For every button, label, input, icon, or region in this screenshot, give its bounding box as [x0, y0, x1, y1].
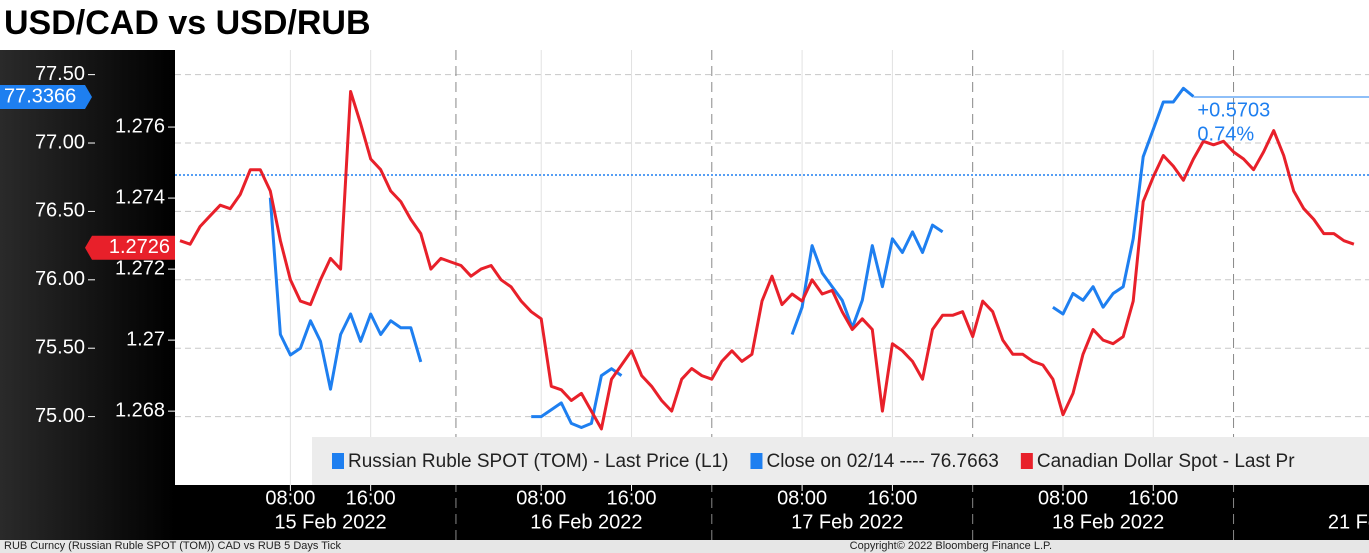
y2-tick-label: 1.27: [126, 328, 165, 350]
date-label: 18 Feb 2022: [1052, 511, 1164, 533]
series-line: [268, 86, 1195, 429]
bottom-axis-panel: [175, 485, 1369, 540]
plot-area: [175, 50, 1369, 485]
x-tick-label: 08:00: [777, 487, 827, 509]
y2-tick-label: 1.268: [115, 399, 165, 421]
annotation: +0.5703: [1197, 99, 1270, 121]
y2-tick-label: 1.272: [115, 257, 165, 279]
legend: Russian Ruble SPOT (TOM) - Last Price (L…: [312, 437, 1369, 485]
y-tick-label: 77.00: [35, 131, 85, 153]
legend-swatch: [750, 453, 763, 469]
y-tick-label: 76.00: [35, 268, 85, 290]
legend-swatch: [1020, 453, 1033, 469]
date-label: 17 Feb 2022: [791, 511, 903, 533]
y2-tick-label: 1.276: [115, 115, 165, 137]
footer-band: [0, 540, 1369, 553]
date-label: 15 Feb 2022: [274, 511, 386, 533]
legend-label: Close on 02/14 ---- 76.7663: [766, 451, 998, 472]
legend-label: Russian Ruble SPOT (TOM) - Last Price (L…: [348, 451, 728, 472]
y-tick-label: 75.00: [35, 405, 85, 427]
y-tick-label: 77.50: [35, 63, 85, 85]
x-tick-label: 16:00: [606, 487, 656, 509]
y-tick-label: 76.50: [35, 200, 85, 222]
annotation: 0.74%: [1197, 123, 1254, 145]
legend-label: Canadian Dollar Spot - Last Pr: [1037, 451, 1295, 472]
x-tick-label: 08:00: [516, 487, 566, 509]
left-axis-panel: [0, 50, 175, 540]
x-tick-label: 08:00: [1038, 487, 1088, 509]
date-label: 16 Feb 2022: [530, 511, 642, 533]
axes: 75.00 75.50 76.00 76.50 77.00 77.50 1.268 1.27 1…: [0, 63, 1369, 533]
x-tick-label: 16:00: [867, 487, 917, 509]
last-value-tag: [0, 84, 92, 109]
series-line: [179, 90, 1355, 431]
date-label: 21 Feb: [1328, 511, 1369, 533]
last-value-label: 1.2726: [109, 236, 170, 258]
title-band: [0, 0, 1369, 50]
x-tick-label: 08:00: [265, 487, 315, 509]
footer-left: RUB Curncy (Russian Ruble SPOT (TOM)) CA…: [4, 540, 341, 552]
y-tick-label: 75.50: [35, 336, 85, 358]
chart-title: USD/CAD vs USD/RUB: [4, 4, 371, 42]
footer-right: Copyright© 2022 Bloomberg Finance L.P.: [850, 540, 1052, 552]
x-tick-label: 16:00: [1128, 487, 1178, 509]
last-value-label: 77.3366: [4, 85, 76, 107]
last-value-tag: [85, 235, 175, 260]
x-tick-label: 16:00: [346, 487, 396, 509]
y2-tick-label: 1.274: [115, 186, 165, 208]
legend-box: [312, 437, 1369, 485]
legend-swatch: [332, 453, 344, 469]
